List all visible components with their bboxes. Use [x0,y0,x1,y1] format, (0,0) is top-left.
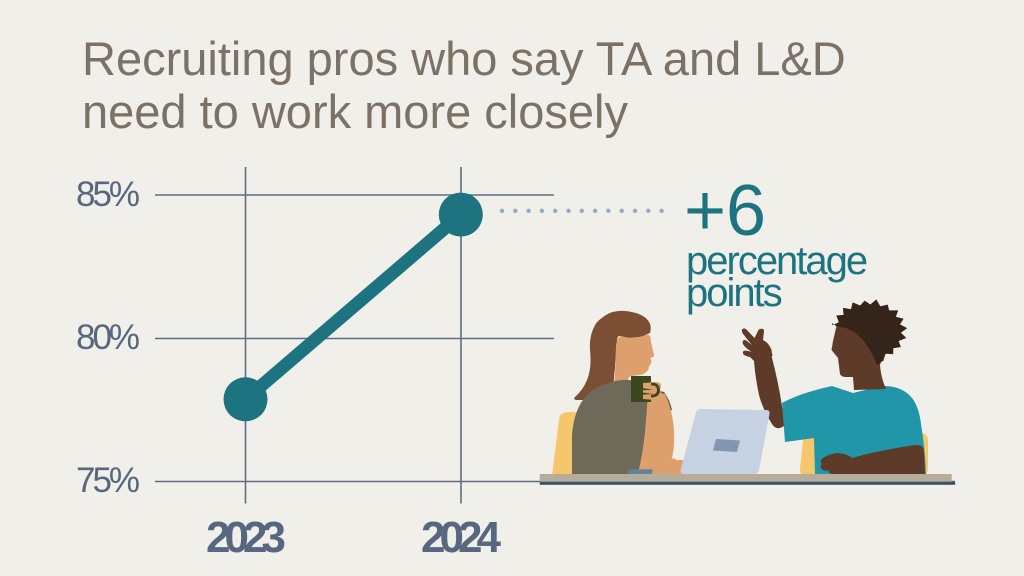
svg-text:+6: +6 [684,171,766,251]
svg-text:85%: 85% [76,175,139,214]
svg-text:2024: 2024 [421,513,501,562]
svg-text:75%: 75% [76,461,139,500]
svg-text:Recruiting pros who say TA and: Recruiting pros who say TA and L&D [82,32,846,85]
svg-text:points: points [686,271,782,315]
svg-text:need to work more closely: need to work more closely [82,85,628,138]
svg-text:2023: 2023 [206,513,284,562]
svg-text:80%: 80% [76,318,139,357]
svg-text:percentage: percentage [686,239,867,283]
